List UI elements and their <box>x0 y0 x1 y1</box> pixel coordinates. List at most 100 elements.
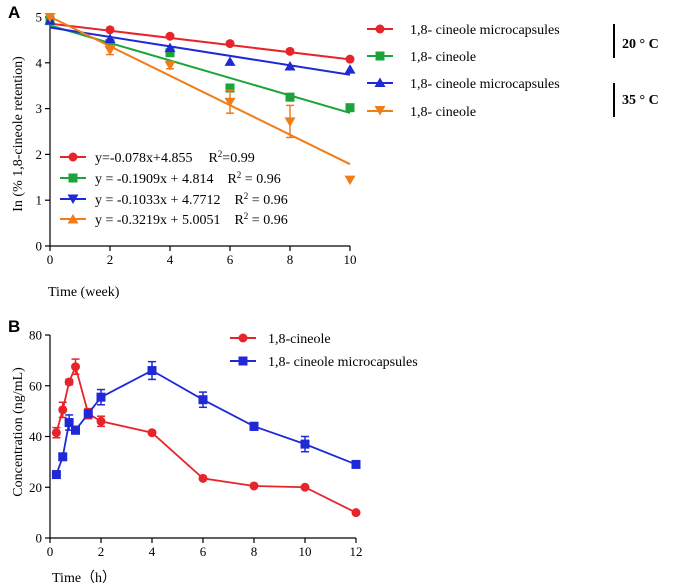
r2-label: R <box>208 151 218 166</box>
panel-b-legend: 1,8-cineole 1,8- cineole microcapsules <box>230 332 418 370</box>
data-point-series-1 <box>71 425 80 435</box>
data-point-series-0 <box>64 377 74 387</box>
data-point-series-0 <box>225 39 235 49</box>
fit-line-series-2 <box>49 26 351 76</box>
panel-b-plot: 0 2 4 6 8 10 12 0 20 40 60 80 <box>29 328 363 560</box>
equation-text: y=-0.078x+4.855 <box>95 151 192 166</box>
x-tick-label: 4 <box>167 252 174 267</box>
y-tick-label: 0 <box>36 239 43 254</box>
series-line-0 <box>55 363 357 514</box>
data-point-series-3 <box>44 13 56 23</box>
data-point-series-1 <box>300 439 310 449</box>
equation-text: y = -0.1033x + 4.7712 <box>95 193 220 208</box>
data-point-series-0 <box>285 46 295 56</box>
r2-sup: 2 <box>244 191 249 201</box>
r2-value: =0.99 <box>222 151 254 166</box>
temperature-label: 20 ° C <box>622 37 659 52</box>
x-tick-label: 0 <box>47 544 54 559</box>
x-tick-label: 2 <box>98 544 105 559</box>
legend-item-blue-triangle: 1,8- cineole microcapsules <box>367 77 560 92</box>
y-tick-label: 0 <box>36 531 43 546</box>
r2-label: R <box>234 213 244 228</box>
panel-a-label: A <box>8 3 20 22</box>
equation-row-0: y=-0.078x+4.855 R2=0.99 <box>60 149 255 166</box>
equation-row-2: y = -0.1033x + 4.7712 R2 = 0.96 <box>60 191 288 208</box>
legend-item-red-circle: 1,8-cineole <box>230 332 331 347</box>
legend-label: 1,8- cineole microcapsules <box>410 23 560 38</box>
legend-label: 1,8- cineole microcapsules <box>268 355 418 370</box>
r2-value: = 0.96 <box>248 193 287 208</box>
y-tick-label: 80 <box>29 328 42 343</box>
panel-a-ylabel: In (% 1,8-cineole retention) <box>11 56 26 212</box>
data-point-series-0 <box>345 54 355 64</box>
data-point-series-1 <box>225 83 235 93</box>
panel-a-equations: y=-0.078x+4.855 R2=0.99 y = -0.1909x + 4.… <box>60 149 288 228</box>
legend-label: 1,8- cineole microcapsules <box>410 77 560 92</box>
data-point-series-0 <box>96 416 106 426</box>
y-tick-label: 5 <box>36 10 43 25</box>
legend-item-green-square: 1,8- cineole <box>367 50 476 65</box>
data-point-series-3 <box>224 97 236 108</box>
data-point-series-0 <box>147 428 157 438</box>
data-point-series-2 <box>284 60 296 71</box>
fit-line-series-1 <box>49 24 351 114</box>
equation-row-1: y = -0.1909x + 4.814 R2 = 0.96 <box>60 170 281 187</box>
data-point-series-0 <box>165 31 175 41</box>
data-point-series-3 <box>104 45 116 56</box>
r2-label: R <box>227 172 237 187</box>
data-point-series-3 <box>164 61 176 71</box>
x-tick-label: 6 <box>227 252 234 267</box>
data-point-series-0 <box>105 25 115 35</box>
data-point-series-1 <box>64 418 74 428</box>
panel-b: B 0 2 4 6 8 10 12 0 20 40 60 80 Concentration (ng/m… <box>8 317 418 586</box>
legend-label: 1,8-cineole <box>268 332 331 347</box>
data-point-series-1 <box>147 366 157 376</box>
y-tick-label: 40 <box>29 429 42 444</box>
legend-item-blue-square: 1,8- cineole microcapsules <box>230 355 418 370</box>
x-tick-label: 10 <box>299 544 312 559</box>
data-point-series-1 <box>351 459 361 469</box>
r2-sup: 2 <box>237 170 242 180</box>
x-tick-label: 8 <box>287 252 294 267</box>
equation-text: y = -0.1909x + 4.814 <box>95 172 213 187</box>
data-point-series-0 <box>198 473 208 483</box>
x-tick-label: 4 <box>149 544 156 559</box>
temperature-label: 35 ° C <box>622 93 659 108</box>
temperature-bracket-20: 20 ° C <box>613 24 659 58</box>
data-point-series-3 <box>284 117 296 127</box>
data-point-series-3 <box>344 175 356 186</box>
panel-b-xlabel: Time（h） <box>52 570 116 586</box>
equation-row-3: y = -0.3219x + 5.0051 R2 = 0.96 <box>60 211 288 228</box>
x-tick-label: 12 <box>350 544 363 559</box>
y-tick-label: 60 <box>29 378 42 393</box>
data-point-series-0 <box>51 428 61 438</box>
equation-text: y = -0.3219x + 5.0051 <box>95 213 220 228</box>
data-point-series-2 <box>104 33 116 43</box>
x-tick-label: 10 <box>344 252 357 267</box>
y-tick-label: 20 <box>29 480 42 495</box>
data-point-series-2 <box>344 64 356 74</box>
r2-sup: 2 <box>244 211 249 221</box>
r2-value: = 0.96 <box>248 213 287 228</box>
fit-line-series-3 <box>49 15 351 166</box>
r2-label: R <box>234 193 244 208</box>
r2-value: = 0.96 <box>241 172 280 187</box>
data-point-series-1 <box>198 395 208 405</box>
panel-a: A 0 2 4 6 8 10 0 1 2 3 4 5 In (% 1,8-cineole retent… <box>8 3 659 300</box>
x-tick-label: 6 <box>200 544 207 559</box>
data-point-series-0 <box>300 482 310 492</box>
panel-a-plot: 0 2 4 6 8 10 0 1 2 3 4 5 <box>36 10 357 268</box>
x-tick-label: 8 <box>251 544 258 559</box>
panel-b-label: B <box>8 317 20 336</box>
data-point-series-1 <box>58 452 68 462</box>
panel-b-ylabel: Concentration (ng/mL) <box>11 367 26 497</box>
x-tick-label: 0 <box>47 252 54 267</box>
data-point-series-2 <box>224 56 236 66</box>
data-point-series-0 <box>249 481 259 491</box>
temperature-bracket-35: 35 ° C <box>613 83 659 117</box>
